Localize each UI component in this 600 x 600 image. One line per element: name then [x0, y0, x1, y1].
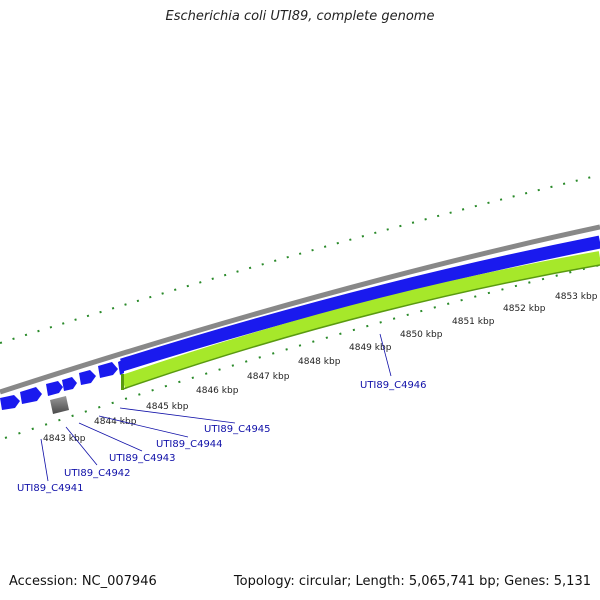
gene-label: UTI89_C4943 — [109, 453, 176, 464]
forward-cds-arrow — [20, 387, 42, 404]
forward-cds-arrow — [79, 370, 96, 385]
scale-labels: 4843 kbp 4844 kbp 4845 kbp 4846 kbp 4847… — [43, 292, 598, 444]
scale-label: 4844 kbp — [94, 417, 137, 427]
backbone-line — [0, 224, 600, 395]
leader-line — [119, 407, 236, 424]
reverse-cds-band — [120, 251, 600, 389]
forward-cds-arrow — [0, 395, 20, 410]
gene-leader-lines — [40, 333, 392, 482]
leader-line — [40, 438, 49, 482]
scale-label: 4853 kbp — [555, 292, 598, 302]
scale-label: 4845 kbp — [146, 402, 189, 412]
gene-label: UTI89_C4942 — [64, 468, 131, 479]
gene-labels: UTI89_C4941 UTI89_C4942 UTI89_C4943 UTI8… — [17, 380, 427, 494]
inner-tick-ring — [4, 264, 600, 439]
reverse-cds-band-edge — [122, 264, 600, 390]
reverse-cds-band-start — [121, 374, 124, 390]
gene-label: UTI89_C4945 — [204, 424, 271, 435]
leader-line — [65, 426, 98, 466]
map-title: Escherichia coli UTI89, complete genome — [165, 9, 435, 24]
forward-cds-arrow — [46, 381, 63, 396]
scale-label: 4851 kbp — [452, 317, 495, 327]
scale-label: 4843 kbp — [43, 434, 86, 444]
scale-label: 4852 kbp — [503, 304, 546, 314]
scale-label: 4846 kbp — [196, 386, 239, 396]
scale-label: 4847 kbp — [247, 372, 290, 382]
scale-label: 4849 kbp — [349, 343, 392, 353]
forward-cds-arrow — [118, 359, 124, 375]
leader-line — [98, 415, 189, 438]
gene-label: UTI89_C4946 — [360, 380, 427, 391]
leader-line — [78, 422, 143, 452]
gene-label: UTI89_C4941 — [17, 483, 84, 494]
scale-label: 4850 kbp — [400, 330, 443, 340]
gray-feature — [50, 396, 69, 414]
scale-label: 4848 kbp — [298, 357, 341, 367]
forward-cds-arrow — [98, 362, 118, 378]
gene-label: UTI89_C4944 — [156, 439, 223, 450]
leader-line — [379, 333, 392, 377]
forward-cds-arrow — [62, 377, 77, 391]
genome-info-text: Topology: circular; Length: 5,065,741 bp… — [233, 574, 591, 589]
accession-text: Accession: NC_007946 — [9, 574, 157, 589]
forward-cds-band — [120, 235, 600, 372]
